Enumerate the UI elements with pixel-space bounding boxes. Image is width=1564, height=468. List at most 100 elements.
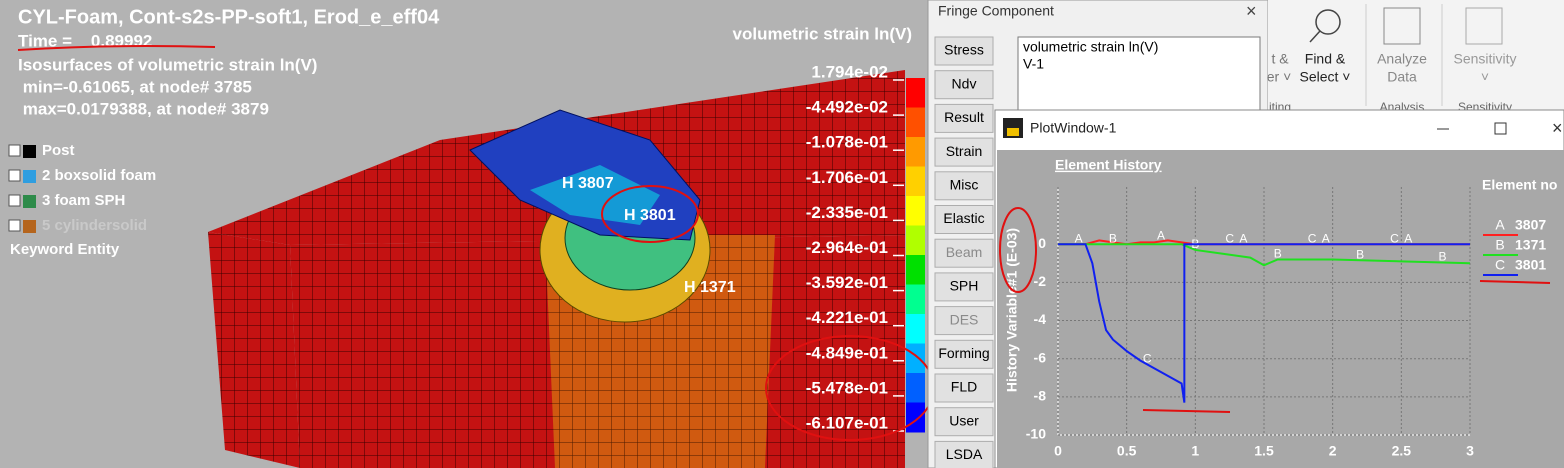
checkbox[interactable] (8, 194, 21, 207)
color-segment (906, 402, 925, 433)
series-marker: C (1390, 231, 1399, 245)
series-marker: A (1404, 231, 1412, 245)
button-label[interactable]: LSDA (946, 446, 983, 462)
series-marker: C (1308, 231, 1317, 245)
button[interactable] (934, 440, 994, 468)
ribbon-label[interactable]: Analyze (1377, 51, 1427, 67)
window-title: PlotWindow-1 (1030, 120, 1117, 136)
legend-title: Element no (1482, 177, 1557, 193)
ribbon-label[interactable]: er ˅ (1267, 69, 1292, 85)
maximize-icon[interactable] (1494, 122, 1507, 135)
legend-label: -1.706e-01 (806, 168, 888, 187)
tree-item[interactable]: Post (42, 142, 75, 159)
close-icon[interactable]: × (1246, 1, 1257, 21)
y-tick-label: -8 (1034, 388, 1047, 404)
ribbon-label[interactable]: t & (1271, 51, 1289, 67)
legend-label: 3801 (1515, 257, 1546, 273)
checkbox[interactable] (8, 219, 21, 232)
legend-marker: C (1495, 257, 1505, 273)
dialog-content: Fringe Component Stress Ndv Result Strain Mis… (934, 3, 1158, 468)
tree-item[interactable]: Keyword Entity (10, 241, 120, 258)
ribbon-label[interactable]: Sensitivity (1453, 51, 1516, 67)
button[interactable] (934, 36, 994, 66)
part-color (23, 170, 36, 183)
legend-label: -6.107e-01 (806, 413, 888, 432)
series-marker: B (1356, 247, 1364, 261)
ribbon-label[interactable]: Find & (1305, 51, 1346, 67)
series-marker: A (1239, 231, 1247, 245)
legend-label: -4.492e-02 (806, 98, 888, 117)
x-tick-label: 2.5 (1392, 443, 1412, 459)
button-label[interactable]: Misc (950, 177, 979, 193)
ribbon-label[interactable]: Select ˅ (1300, 69, 1351, 85)
color-segment (906, 225, 925, 256)
tree-item[interactable]: 2 boxsolid foam (42, 167, 156, 184)
mesh-end (208, 232, 300, 468)
color-segment (906, 166, 925, 197)
button-label[interactable]: SPH (950, 278, 979, 294)
legend-label: -1.078e-01 (806, 133, 888, 152)
button-label: DES (950, 311, 979, 327)
tree-item[interactable]: 3 foam SPH (42, 192, 125, 209)
search-icon (1315, 9, 1341, 35)
y-tick-label: -6 (1034, 349, 1047, 365)
checkbox[interactable] (8, 144, 21, 157)
button[interactable] (934, 407, 994, 437)
part-color (23, 145, 36, 158)
button[interactable] (934, 205, 994, 234)
color-segment (906, 314, 925, 344)
info-line: min=-0.61065, at node# 3785 (18, 77, 252, 96)
plot-area (997, 150, 1564, 468)
button-label[interactable]: Result (944, 109, 984, 125)
ribbon-label[interactable]: Data (1387, 69, 1417, 85)
button[interactable] (934, 373, 994, 403)
part-color (23, 195, 36, 208)
button-label: Beam (946, 244, 983, 260)
list-item[interactable]: volumetric strain ln(V) (1023, 39, 1158, 55)
button[interactable] (934, 171, 994, 201)
node-label: H 3801 (624, 207, 676, 224)
button-label[interactable]: Ndv (952, 75, 977, 91)
series-line (1058, 243, 1470, 403)
button[interactable] (934, 339, 994, 369)
annotation-underline (1479, 280, 1551, 284)
legend-label: 1.794e-02 (811, 62, 888, 81)
list-item[interactable]: V-1 (1023, 56, 1044, 72)
button-label[interactable]: Stress (944, 42, 984, 58)
x-tick-label: 3 (1466, 443, 1474, 459)
series-marker: B (1274, 247, 1282, 261)
close-icon[interactable]: × (1552, 118, 1563, 138)
button[interactable] (934, 137, 994, 167)
button[interactable] (934, 70, 994, 100)
legend-label: -2.964e-01 (806, 238, 888, 257)
button-label[interactable]: Forming (938, 345, 989, 361)
x-tick-label: 0 (1054, 443, 1062, 459)
button (934, 238, 994, 268)
button[interactable] (934, 272, 994, 302)
legend-label: 3807 (1515, 217, 1546, 233)
series-line (1058, 243, 1471, 267)
chart-title: Element History (1055, 157, 1162, 173)
node-label: H 1371 (684, 279, 736, 296)
x-tick-label: 1.5 (1254, 443, 1274, 459)
button[interactable] (934, 103, 994, 133)
button-label[interactable]: Strain (946, 143, 983, 159)
analyze-icon (1383, 7, 1421, 45)
annotation-underline (17, 45, 216, 51)
button-label[interactable]: User (949, 412, 979, 428)
list-box[interactable] (1017, 36, 1261, 111)
ribbon-label[interactable]: ˅ (1481, 69, 1489, 85)
tree-item[interactable]: 5 cylindersolid (42, 217, 147, 234)
fringe-cyan (530, 165, 660, 225)
button-label[interactable]: Elastic (943, 210, 984, 226)
annotation-circle (999, 207, 1037, 293)
series-marker: A (1075, 231, 1083, 245)
checkbox[interactable] (8, 169, 21, 182)
y-tick-label: -4 (1034, 311, 1047, 327)
x-tick-label: 2 (1329, 443, 1337, 459)
part-color (23, 220, 36, 233)
button-label[interactable]: FLD (951, 379, 977, 395)
annotation-circle (601, 185, 699, 243)
series-marker: B (1439, 250, 1447, 264)
